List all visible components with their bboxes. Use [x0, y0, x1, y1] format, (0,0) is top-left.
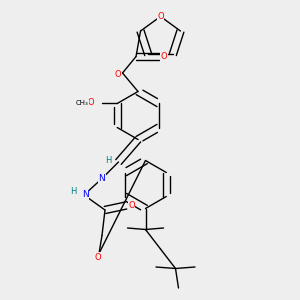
Text: O: O — [88, 98, 94, 107]
Text: O: O — [128, 201, 135, 210]
Text: O: O — [115, 70, 121, 79]
Text: O: O — [94, 253, 101, 262]
Text: N: N — [99, 174, 105, 183]
Text: H: H — [70, 188, 76, 196]
Text: CH₃: CH₃ — [76, 100, 88, 106]
Text: O: O — [157, 12, 164, 21]
Text: H: H — [106, 156, 112, 165]
Text: N: N — [82, 190, 89, 200]
Text: O: O — [160, 52, 167, 61]
